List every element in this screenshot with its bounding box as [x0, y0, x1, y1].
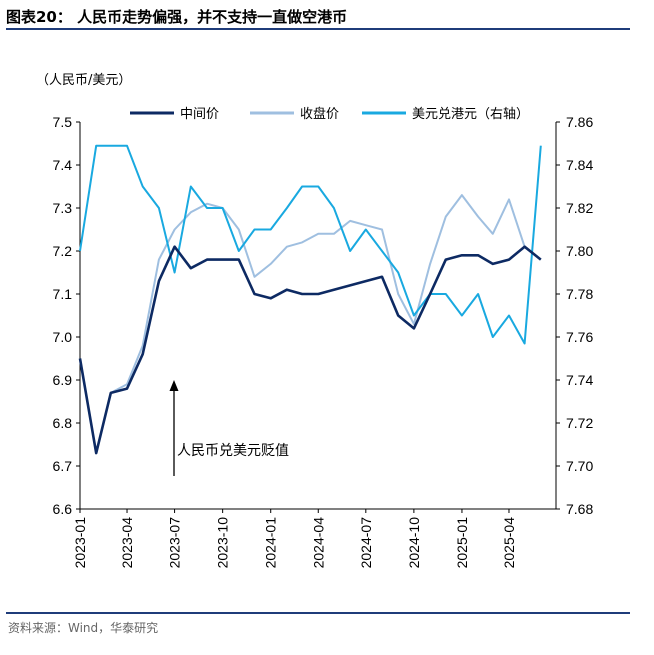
- chart-title: 图表20： 人民币走势偏强，并不支持一直做空港币: [6, 8, 348, 26]
- right-tick-label: 7.68: [566, 501, 593, 517]
- left-tick-label: 7.2: [53, 243, 73, 259]
- x-tick-label: 2024-04: [310, 517, 326, 569]
- top-divider: [6, 28, 630, 30]
- series-line-close-price: [79, 194, 542, 455]
- series-layer: [78, 144, 542, 455]
- right-tick-label: 7.72: [566, 415, 593, 431]
- right-tick-label: 7.84: [566, 157, 593, 173]
- right-tick-label: 7.70: [566, 458, 593, 474]
- right-tick-label: 7.76: [566, 329, 593, 345]
- right-tick-label: 7.74: [566, 372, 593, 388]
- x-axis-ticks: 2023-01 2023-04 2023-07 2023-10 2024-01 2024-…: [72, 509, 517, 568]
- right-tick-label: 7.78: [566, 286, 593, 302]
- left-tick-label: 7.4: [53, 157, 73, 173]
- legend-label: 收盘价: [300, 106, 339, 122]
- left-tick-label: 6.7: [53, 458, 73, 474]
- left-tick-label: 7.5: [53, 114, 73, 130]
- left-tick-label: 6.6: [53, 501, 73, 517]
- x-tick-label: 2024-01: [263, 517, 279, 569]
- x-tick-label: 2023-07: [167, 517, 183, 569]
- right-tick-label: 7.86: [566, 114, 593, 130]
- x-tick-label: 2023-10: [215, 517, 231, 569]
- right-axis-ticks: 7.68 7.70 7.72 7.74 7.76 7.78 7.80 7.82 7.84 7.86: [556, 114, 593, 517]
- bottom-divider: [6, 612, 630, 614]
- legend-label: 中间价: [180, 107, 219, 122]
- y-axis-unit-label: （人民币/美元）: [36, 73, 131, 88]
- x-tick-label: 2025-01: [454, 517, 470, 569]
- left-tick-label: 7.1: [53, 286, 73, 302]
- series-line-mid-rate: [78, 245, 542, 455]
- left-tick-label: 7.0: [53, 329, 73, 345]
- x-tick-label: 2024-10: [406, 517, 422, 569]
- annotation-arrowhead: [169, 380, 179, 391]
- legend-label: 美元兑港元（右轴）: [412, 107, 529, 122]
- left-tick-label: 6.8: [53, 415, 73, 431]
- x-tick-label: 2024-07: [358, 517, 374, 569]
- series-line-usd-hkd: [79, 144, 542, 345]
- right-tick-label: 7.80: [566, 243, 593, 259]
- x-tick-label: 2025-04: [501, 517, 517, 569]
- source-note: 资料来源：Wind，华泰研究: [8, 621, 159, 635]
- annotation-label: 人民币兑美元贬值: [177, 443, 289, 459]
- x-tick-label: 2023-01: [72, 517, 88, 569]
- legend: 中间价 收盘价 美元兑港元（右轴）: [130, 106, 529, 122]
- x-tick-label: 2023-04: [119, 517, 135, 569]
- left-axis-ticks: 6.6 6.7 6.8 6.9 7.0 7.1 7.2 7.3 7.4 7.5: [53, 114, 80, 517]
- left-tick-label: 6.9: [53, 372, 73, 388]
- left-tick-label: 7.3: [53, 200, 73, 216]
- right-tick-label: 7.82: [566, 200, 593, 216]
